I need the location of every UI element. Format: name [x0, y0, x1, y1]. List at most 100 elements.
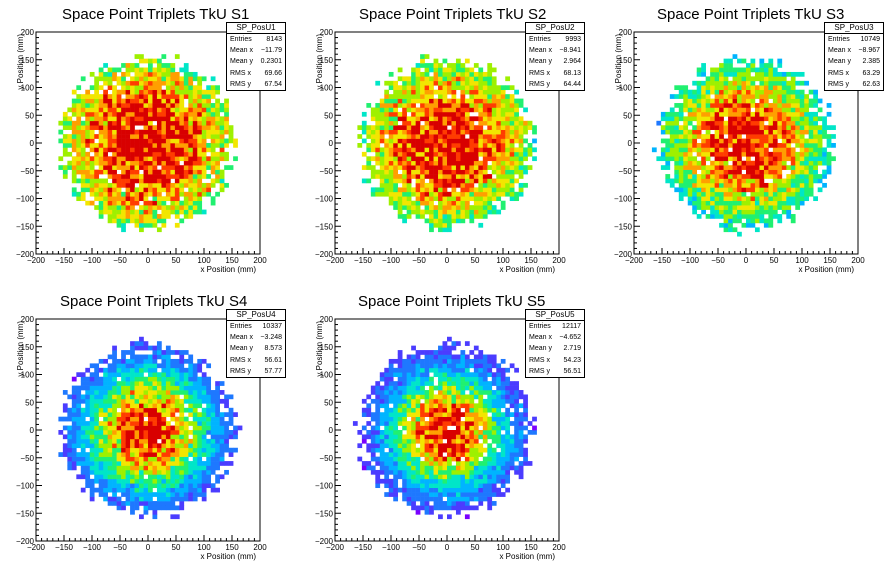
heatmap-cell	[130, 496, 135, 502]
heatmap-cell	[420, 89, 425, 95]
heatmap-cell	[692, 111, 698, 117]
heatmap-cell	[505, 138, 511, 144]
heatmap-cell	[366, 443, 372, 449]
heatmap-cell	[125, 363, 131, 369]
heatmap-cell	[460, 107, 466, 113]
heatmap-cell	[71, 103, 77, 108]
heatmap-cell	[156, 89, 162, 95]
heatmap-cell	[152, 222, 158, 228]
heatmap-cell	[397, 187, 403, 193]
heatmap-cell	[170, 111, 176, 117]
heatmap-cell	[148, 469, 153, 475]
heatmap-cell	[759, 187, 765, 193]
heatmap-cell	[759, 143, 765, 148]
heatmap-cell	[98, 452, 104, 457]
heatmap-cell	[795, 182, 801, 188]
heatmap-cell	[201, 474, 207, 480]
heatmap-cell	[388, 358, 394, 364]
heatmap-cell	[460, 89, 466, 95]
heatmap-cell	[89, 452, 95, 457]
heatmap-cell	[705, 187, 711, 193]
heatmap-cell	[183, 350, 189, 355]
heatmap-cell	[130, 474, 135, 480]
heatmap-cell	[170, 483, 176, 489]
heatmap-cell	[763, 134, 769, 139]
heatmap-cell	[161, 71, 167, 77]
heatmap-cell	[107, 214, 113, 219]
heatmap-cell	[460, 103, 466, 108]
heatmap-cell	[197, 416, 203, 422]
heatmap-cell	[406, 76, 412, 82]
heatmap-cell	[85, 452, 91, 457]
heatmap-cell	[116, 438, 122, 444]
heatmap-cell	[514, 129, 519, 135]
heatmap-cell	[161, 381, 167, 386]
heatmap-cell	[58, 138, 64, 144]
heatmap-cell	[491, 191, 497, 197]
heatmap-cell	[487, 89, 493, 95]
heatmap-cell	[509, 165, 515, 170]
x-tick-label: 100	[795, 256, 809, 265]
heatmap-cell	[442, 98, 448, 104]
heatmap-cell	[94, 160, 100, 166]
heatmap-cell	[696, 107, 702, 113]
heatmap-cell	[384, 434, 390, 440]
heatmap-cell	[179, 430, 185, 435]
heatmap-cell	[813, 116, 818, 122]
heatmap-cell	[728, 209, 733, 215]
heatmap-cell	[121, 407, 126, 413]
heatmap-cell	[804, 129, 810, 135]
heatmap-cell	[201, 147, 207, 153]
heatmap-cell	[174, 129, 180, 135]
heatmap-cell	[188, 138, 194, 144]
heatmap-cell	[701, 143, 706, 148]
heatmap-cell	[98, 116, 104, 122]
heatmap-cell	[728, 98, 733, 104]
heatmap-cell	[71, 461, 77, 466]
y-tick-label: 150	[619, 56, 633, 65]
heatmap-cell	[165, 89, 171, 95]
heatmap-cell	[103, 381, 108, 386]
heatmap-cell	[71, 412, 77, 417]
heatmap-cell	[76, 98, 82, 104]
heatmap-cell	[772, 138, 778, 144]
heatmap-cell	[406, 94, 412, 99]
heatmap-cell	[156, 178, 162, 184]
heatmap-cell	[62, 407, 68, 413]
heatmap-cell	[424, 147, 430, 153]
heatmap-cell	[523, 147, 528, 153]
heatmap-cell	[790, 103, 796, 108]
heatmap-cell	[763, 71, 769, 77]
heatmap-cell	[375, 430, 381, 435]
heatmap-cell	[152, 67, 158, 73]
heatmap-cell	[188, 169, 194, 175]
heatmap-cell	[674, 138, 680, 144]
heatmap-cell	[165, 483, 171, 489]
heatmap-cell	[696, 116, 702, 122]
heatmap-cell	[523, 165, 528, 170]
heatmap-cell	[429, 89, 434, 95]
heatmap-cell	[183, 456, 189, 462]
heatmap-cell	[125, 85, 131, 91]
heatmap-cell	[397, 412, 403, 417]
heatmap-cell	[161, 505, 167, 511]
heatmap-cell	[384, 160, 390, 166]
heatmap-cell	[487, 147, 493, 153]
heatmap-cell	[379, 129, 385, 135]
heatmap-cell	[134, 191, 140, 197]
heatmap-cell	[134, 492, 140, 497]
stats-value: 10749	[860, 36, 880, 43]
heatmap-cell	[678, 111, 684, 117]
heatmap-cell	[112, 469, 117, 475]
heatmap-cell	[139, 107, 144, 113]
heatmap-cell	[710, 116, 715, 122]
heatmap-cell	[822, 129, 827, 135]
heatmap-cell	[103, 421, 108, 426]
heatmap-cell	[509, 129, 515, 135]
heatmap-cell	[116, 209, 122, 215]
heatmap-cell	[112, 358, 117, 364]
x-tick-label: −50	[113, 543, 127, 552]
heatmap-cell	[669, 143, 675, 148]
heatmap-cell	[161, 478, 167, 484]
heatmap-cell	[714, 89, 720, 95]
